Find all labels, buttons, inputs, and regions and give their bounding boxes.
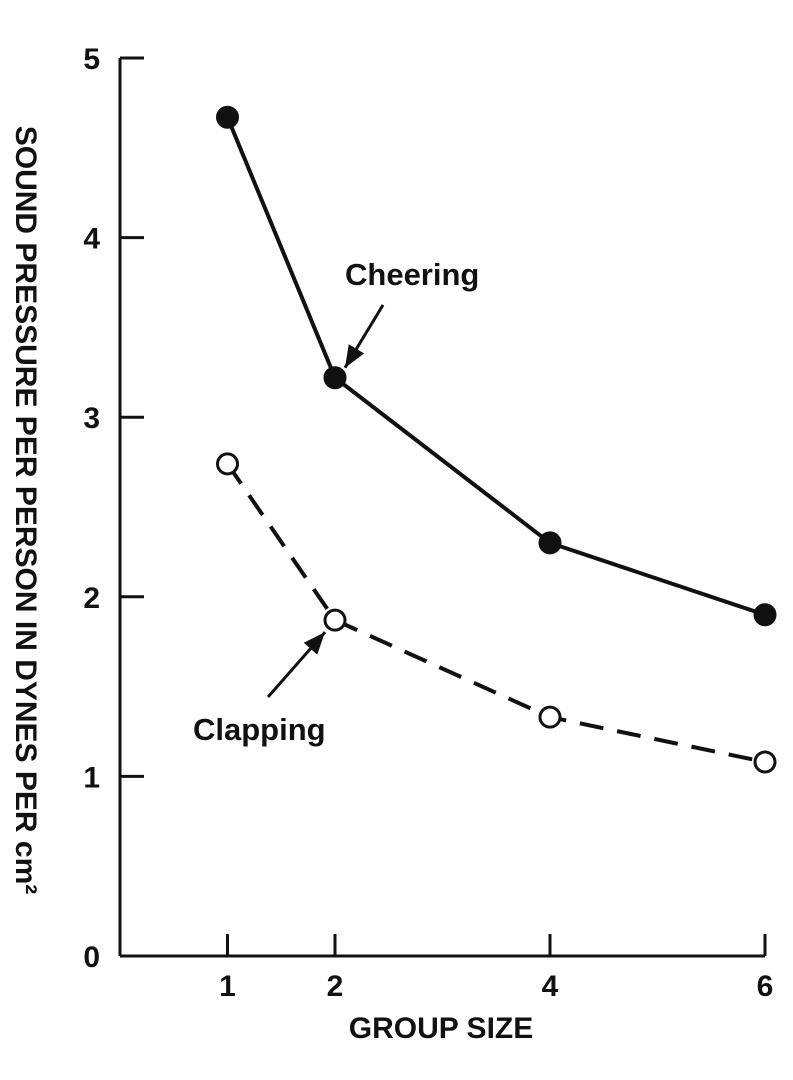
y-axis-title: SOUND PRESSURE PER PERSON IN DYNES PER c… xyxy=(9,126,42,895)
data-point-cheering-1 xyxy=(216,105,239,129)
y-tick-label-4: 4 xyxy=(83,223,100,256)
data-point-clapping-6 xyxy=(753,750,777,774)
series-group xyxy=(216,105,777,774)
y-tick-label-0: 0 xyxy=(83,941,100,974)
data-point-clapping-2 xyxy=(323,608,347,632)
y-tick-label-2: 2 xyxy=(83,582,100,615)
annotation-arrow-clapping-head xyxy=(303,632,325,655)
x-axis-title: GROUP SIZE xyxy=(349,1012,533,1045)
data-point-clapping-4 xyxy=(538,705,562,729)
data-point-clapping-1 xyxy=(216,452,239,476)
y-tick-label-3: 3 xyxy=(83,402,100,435)
y-tick-label-5: 5 xyxy=(83,43,100,76)
data-point-cheering-6 xyxy=(753,603,777,627)
x-tick-label-1: 1 xyxy=(219,970,236,1003)
data-point-cheering-2 xyxy=(323,366,347,390)
series-line-clapping xyxy=(225,462,766,764)
series-clapping xyxy=(216,452,777,774)
annotation-cheering: Cheering xyxy=(345,257,479,292)
data-point-cheering-4 xyxy=(538,531,562,555)
x-tick-label-2: 2 xyxy=(327,970,344,1003)
annotations: Cheering Clapping xyxy=(193,257,479,747)
series-cheering xyxy=(216,105,777,627)
axes: 0 1 2 3 4 5 1 2 4 6 xyxy=(83,43,773,1003)
series-line-cheering xyxy=(225,116,766,617)
x-tick-label-6: 6 xyxy=(757,970,774,1003)
annotation-arrow-cheering-head xyxy=(345,344,365,368)
annotation-clapping: Clapping xyxy=(193,712,326,747)
x-tick-label-4: 4 xyxy=(542,970,559,1003)
y-tick-label-1: 1 xyxy=(83,761,100,794)
